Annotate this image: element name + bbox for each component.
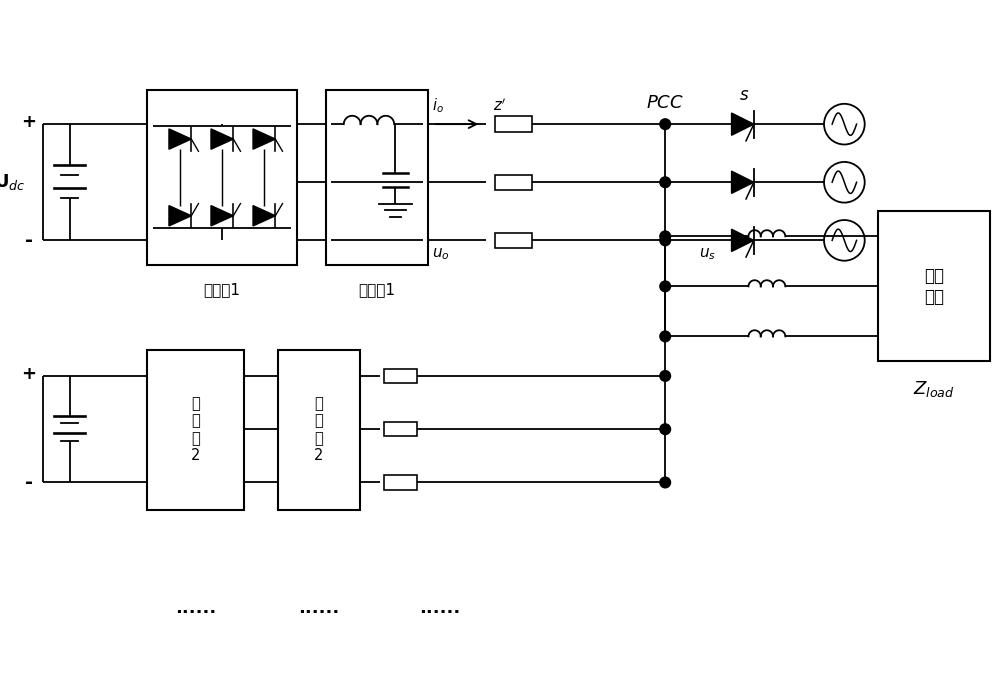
Circle shape: [660, 235, 671, 246]
Circle shape: [660, 177, 671, 188]
Text: 逆
变
器
2: 逆 变 器 2: [191, 396, 200, 463]
Polygon shape: [211, 205, 233, 226]
Bar: [495, 233, 532, 248]
Circle shape: [660, 424, 671, 435]
Text: 滤
波
器
2: 滤 波 器 2: [314, 396, 324, 463]
Bar: [495, 116, 532, 132]
Bar: [147, 90, 297, 264]
Text: 滤波器1: 滤波器1: [359, 282, 396, 297]
Text: $z'$: $z'$: [493, 97, 506, 113]
Text: $u_s$: $u_s$: [699, 246, 716, 262]
Circle shape: [660, 477, 671, 488]
Bar: [147, 350, 244, 510]
Circle shape: [660, 370, 671, 381]
Text: ......: ......: [419, 599, 460, 618]
Text: -: -: [25, 231, 33, 250]
Circle shape: [660, 331, 671, 341]
Bar: [326, 90, 428, 264]
Text: $s$: $s$: [739, 86, 750, 104]
Text: ......: ......: [298, 599, 340, 618]
Bar: [878, 212, 990, 361]
Circle shape: [660, 281, 671, 292]
Text: $u_o$: $u_o$: [432, 246, 450, 262]
Text: -: -: [25, 473, 33, 492]
Text: 逆变器1: 逆变器1: [204, 282, 241, 297]
Polygon shape: [732, 113, 754, 135]
Text: $PCC$: $PCC$: [646, 93, 684, 112]
Polygon shape: [169, 205, 191, 226]
Text: $\mathbf{U}_{dc}$: $\mathbf{U}_{dc}$: [0, 172, 25, 192]
Text: $Z_{load}$: $Z_{load}$: [913, 379, 955, 399]
Text: ......: ......: [175, 599, 216, 618]
Text: +: +: [21, 365, 36, 383]
Bar: [495, 174, 532, 190]
Polygon shape: [253, 205, 275, 226]
Polygon shape: [732, 229, 754, 251]
Polygon shape: [169, 129, 191, 149]
Circle shape: [660, 231, 671, 242]
Text: $i_o$: $i_o$: [432, 97, 444, 115]
Polygon shape: [732, 171, 754, 194]
Text: +: +: [21, 113, 36, 131]
Circle shape: [660, 119, 671, 129]
Polygon shape: [253, 129, 275, 149]
Text: 本地
负载: 本地 负载: [924, 267, 944, 306]
Polygon shape: [211, 129, 233, 149]
Bar: [384, 369, 417, 383]
Bar: [384, 475, 417, 490]
Bar: [384, 422, 417, 436]
Bar: [278, 350, 360, 510]
